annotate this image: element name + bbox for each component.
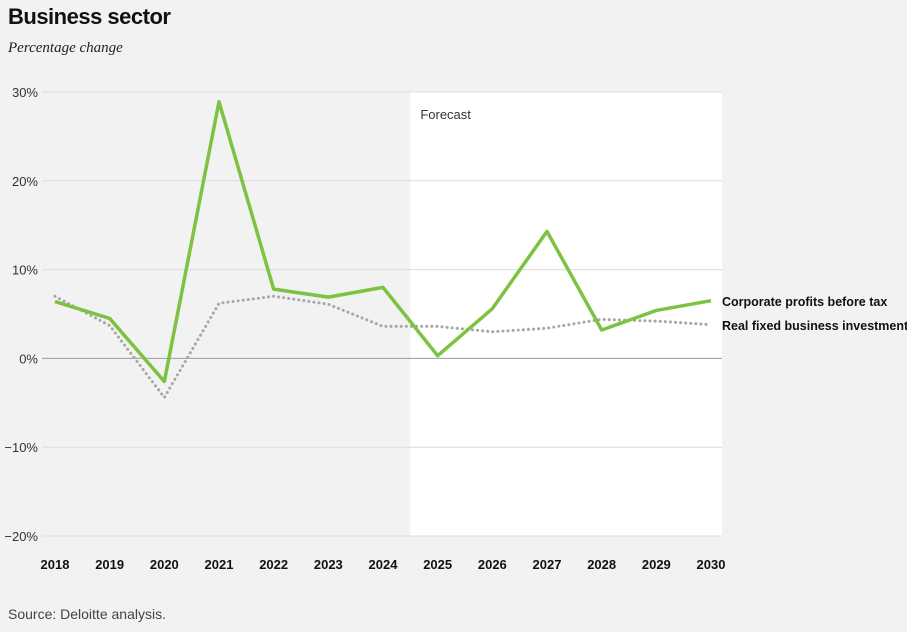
- forecast-label: Forecast: [420, 107, 471, 122]
- y-tick-label: 30%: [12, 85, 38, 100]
- x-tick-label: 2023: [314, 557, 343, 572]
- x-tick-label: 2030: [697, 557, 726, 572]
- y-tick-label: 10%: [12, 263, 38, 278]
- series-line-corporate-profits-before-tax: [54, 100, 712, 384]
- x-tick-label: 2028: [587, 557, 616, 572]
- y-tick-label: −20%: [4, 529, 38, 544]
- x-tick-label: 2021: [205, 557, 234, 572]
- chart-title: Business sector: [8, 4, 171, 29]
- y-tick-label: −10%: [4, 440, 38, 455]
- x-tick-label: 2018: [41, 557, 70, 572]
- x-tick-label: 2029: [642, 557, 671, 572]
- x-tick-label: 2027: [533, 557, 562, 572]
- legend-label-corporate-profits: Corporate profits before tax: [722, 295, 887, 309]
- x-tick-label: 2025: [423, 557, 452, 572]
- x-tick-label: 2019: [95, 557, 124, 572]
- y-tick-label: 0%: [19, 351, 38, 366]
- x-tick-label: 2022: [259, 557, 288, 572]
- x-tick-label: 2024: [369, 557, 399, 572]
- y-tick-label: 20%: [12, 174, 38, 189]
- x-tick-label: 2026: [478, 557, 507, 572]
- forecast-region: [410, 92, 722, 536]
- source-note: Source: Deloitte analysis.: [8, 606, 166, 622]
- series-line-real-fixed-business-investment: [53, 294, 713, 399]
- legend-label-fixed-investment: Real fixed business investment: [722, 319, 907, 333]
- chart-subtitle: Percentage change: [8, 40, 123, 56]
- x-tick-label: 2020: [150, 557, 179, 572]
